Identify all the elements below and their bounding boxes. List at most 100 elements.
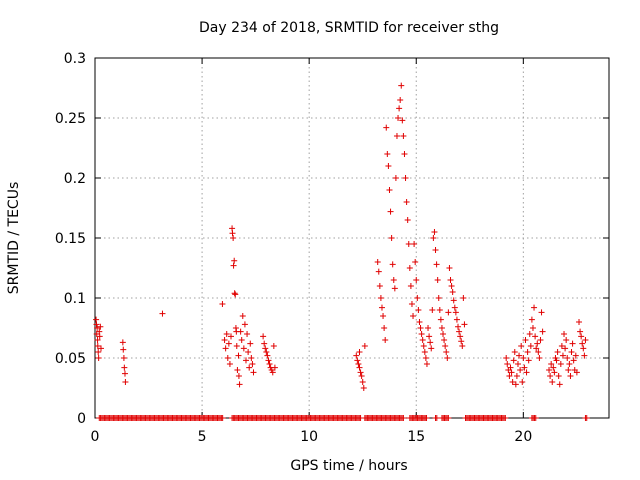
data-point [235, 373, 242, 379]
data-point [451, 304, 458, 311]
data-point [510, 357, 517, 364]
x-tick-label: 15 [407, 429, 425, 445]
data-point [452, 309, 459, 316]
y-tick-label: 0 [77, 411, 86, 427]
data-point [561, 331, 568, 337]
chart-title: Day 234 of 2018, SRMTID for receiver sth… [199, 20, 499, 36]
data-point [503, 355, 510, 361]
x-tick-label: 5 [198, 429, 207, 445]
data-point [378, 304, 385, 311]
data-point [438, 325, 445, 331]
data-point [521, 364, 528, 371]
data-point [248, 355, 255, 361]
data-point [387, 208, 394, 215]
data-point [525, 357, 532, 364]
data-point [412, 259, 419, 265]
data-point [566, 361, 573, 367]
data-point [437, 316, 444, 323]
data-point [548, 361, 555, 367]
axis-ticks: 0 0.05 0.1 0.15 0.2 0.25 0.3 0 5 10 15 20 [55, 51, 609, 445]
data-point [382, 337, 389, 343]
data-point [565, 367, 572, 373]
data-point [458, 338, 465, 345]
data-point [551, 369, 558, 376]
y-tick-label: 0.05 [55, 351, 86, 367]
data-point [403, 199, 410, 205]
data-point [269, 369, 276, 376]
data-point [573, 369, 580, 376]
data-point [359, 379, 366, 385]
data-point [446, 265, 453, 271]
data-point [550, 364, 557, 371]
zero-point [502, 415, 509, 421]
data-point [221, 337, 228, 343]
data-point [122, 379, 129, 385]
data-point [431, 229, 438, 235]
data-point [240, 345, 247, 352]
data-point [265, 357, 272, 364]
data-point [443, 349, 450, 355]
data-point [385, 163, 392, 169]
data-point [576, 319, 583, 325]
data-point [406, 265, 413, 271]
data-point [423, 361, 430, 367]
data-point [536, 355, 543, 361]
data-point [388, 235, 395, 241]
data-point [419, 337, 426, 343]
data-point [121, 370, 128, 377]
data-point [516, 352, 523, 359]
data-point [549, 379, 556, 385]
data-point [389, 261, 396, 268]
data-point [97, 345, 104, 352]
data-point [401, 151, 408, 157]
data-point [434, 277, 441, 283]
data-point [386, 187, 393, 193]
data-point [568, 349, 575, 355]
data-point [223, 331, 230, 337]
data-point [392, 175, 399, 181]
data-point [421, 349, 428, 355]
data-point [413, 277, 420, 283]
data-point [556, 381, 563, 388]
data-point [417, 325, 424, 331]
data-point [414, 295, 421, 301]
data-point [456, 328, 463, 335]
data-point [429, 307, 436, 313]
data-point [447, 277, 454, 283]
data-point [539, 328, 546, 335]
data-point [534, 340, 541, 347]
data-point [511, 349, 518, 355]
zero-point [423, 415, 430, 421]
data-point [405, 241, 412, 247]
data-point [411, 241, 418, 247]
data-point [457, 333, 464, 340]
data-point [449, 289, 456, 295]
data-point [355, 361, 362, 367]
data-point [523, 369, 530, 376]
data-point [524, 349, 531, 355]
data-point [535, 349, 542, 355]
data-points [93, 82, 590, 421]
data-point [512, 381, 519, 388]
data-point [564, 355, 571, 361]
data-point [391, 285, 398, 292]
data-point [533, 345, 540, 352]
y-tick-label: 0.15 [55, 231, 86, 247]
data-point [580, 345, 587, 352]
data-point [120, 355, 127, 361]
data-point [435, 295, 442, 301]
data-point [261, 340, 268, 347]
data-point [569, 340, 576, 347]
data-point [396, 105, 403, 112]
data-point [361, 343, 368, 349]
data-point [579, 340, 586, 347]
data-point [263, 349, 270, 355]
data-point [408, 301, 415, 307]
data-point [427, 339, 434, 346]
data-point [250, 369, 257, 376]
data-point [224, 355, 231, 361]
data-point [415, 307, 422, 313]
data-point [428, 345, 435, 352]
data-point [376, 283, 383, 289]
